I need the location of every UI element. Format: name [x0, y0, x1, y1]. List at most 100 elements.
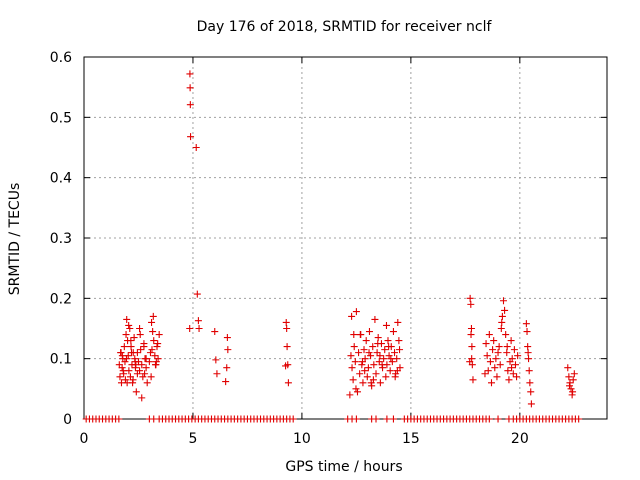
data-point [468, 355, 476, 363]
data-point [152, 358, 160, 366]
data-point [391, 349, 399, 357]
data-point [348, 364, 356, 372]
data-point [127, 337, 135, 345]
data-point [122, 331, 130, 339]
data-point [356, 370, 364, 378]
data-point [282, 318, 290, 326]
data-point [155, 331, 163, 339]
data-point [481, 370, 489, 378]
data-point [569, 388, 577, 396]
data-point [187, 133, 195, 141]
data-point [513, 373, 521, 381]
data-point [358, 361, 366, 369]
data-point [123, 315, 131, 323]
x-axis-label: GPS time / hours [285, 459, 402, 475]
data-point [364, 364, 372, 372]
data-point [121, 358, 129, 366]
data-point [349, 376, 357, 384]
data-point [505, 376, 513, 384]
data-point [376, 379, 384, 387]
data-point [570, 370, 578, 378]
data-point [378, 361, 386, 369]
data-point [509, 370, 517, 378]
data-point [154, 355, 162, 363]
data-point [502, 331, 510, 339]
data-point [499, 297, 507, 305]
data-point [514, 352, 522, 360]
y-tick-label: 0.6 [50, 50, 72, 66]
data-point [131, 358, 139, 366]
data-point [485, 415, 493, 423]
data-point [138, 361, 146, 369]
x-tick-label: 5 [188, 431, 197, 447]
data-point [486, 358, 494, 366]
data-point [186, 325, 194, 332]
data-point [511, 361, 519, 369]
data-point [142, 364, 150, 372]
data-point [122, 355, 130, 363]
data-point [362, 337, 370, 345]
data-point [386, 367, 394, 375]
data-point [284, 361, 292, 369]
data-point [495, 343, 503, 351]
data-point [491, 364, 499, 372]
data-point [224, 346, 232, 354]
data-point [493, 373, 501, 381]
data-point [369, 343, 377, 351]
data-point [133, 349, 141, 357]
data-point [125, 321, 133, 329]
data-point [150, 337, 158, 345]
chart-title: Day 176 of 2018, SRMTID for receiver ncl… [197, 19, 493, 35]
data-point [117, 349, 125, 357]
data-point [151, 352, 159, 360]
data-point [488, 379, 496, 387]
data-point [374, 334, 382, 342]
data-point [466, 294, 474, 302]
data-point [289, 415, 297, 423]
data-point [503, 343, 511, 351]
data-point [350, 343, 358, 351]
data-point [128, 349, 136, 357]
data-point [391, 373, 399, 381]
data-point [565, 373, 573, 381]
data-point [497, 325, 505, 332]
scatter-points [82, 70, 583, 423]
data-point [115, 415, 123, 423]
data-point [389, 415, 397, 423]
data-point [467, 325, 475, 332]
data-point [222, 378, 230, 386]
data-point [370, 361, 378, 369]
y-tick-label: 0.4 [50, 171, 72, 187]
data-point [348, 312, 356, 320]
data-point [498, 312, 506, 320]
data-point [352, 308, 360, 316]
data-point [142, 355, 150, 363]
y-tick-label: 0.2 [50, 291, 72, 307]
data-point [136, 367, 144, 375]
data-point [147, 373, 155, 381]
data-point [384, 337, 392, 345]
data-point [569, 376, 577, 384]
data-point [498, 318, 506, 326]
data-point [380, 355, 388, 363]
y-tick-label: 0.5 [50, 110, 72, 126]
data-point [501, 306, 509, 314]
data-point [121, 376, 129, 384]
data-point [130, 334, 138, 342]
data-point [393, 367, 401, 375]
data-point [186, 84, 194, 92]
data-point [372, 370, 380, 378]
data-point [140, 343, 148, 351]
y-tick-label: 0.1 [50, 352, 72, 368]
data-point [116, 373, 124, 381]
data-point [132, 388, 140, 396]
data-point [482, 340, 490, 348]
data-point [146, 349, 154, 357]
data-point [396, 346, 404, 354]
data-point [154, 340, 162, 348]
data-point [351, 358, 359, 366]
data-point [132, 361, 140, 369]
y-tick-label: 0.3 [50, 231, 72, 247]
data-point [153, 343, 161, 351]
